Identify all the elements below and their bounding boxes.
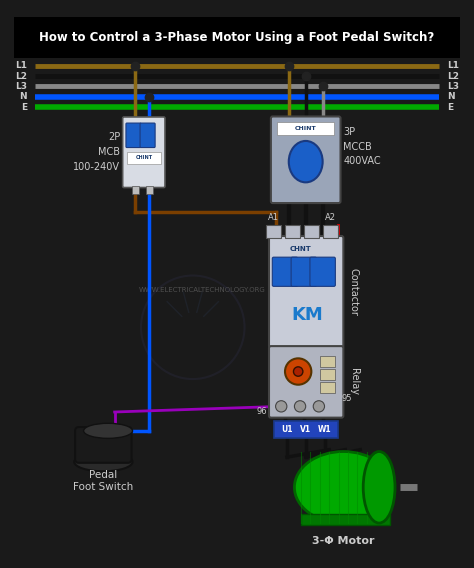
Text: A1: A1 (268, 213, 279, 222)
Bar (266, 225, 281, 238)
Circle shape (275, 400, 287, 412)
Bar (301, 513, 391, 525)
Bar (277, 122, 334, 135)
Bar (304, 225, 319, 238)
Bar (320, 356, 335, 367)
Text: CHINT: CHINT (295, 126, 317, 131)
FancyBboxPatch shape (291, 257, 317, 286)
Circle shape (293, 367, 303, 376)
Text: E: E (21, 103, 27, 111)
Text: U1: U1 (281, 425, 292, 435)
Text: L2: L2 (447, 72, 459, 81)
Bar (14, 16, 460, 58)
Text: Pedal: Pedal (89, 470, 118, 480)
Ellipse shape (363, 452, 395, 523)
Text: N: N (447, 92, 455, 101)
FancyBboxPatch shape (140, 123, 155, 148)
FancyBboxPatch shape (75, 427, 132, 463)
Text: 95: 95 (341, 394, 352, 403)
Text: KM: KM (292, 306, 323, 324)
FancyBboxPatch shape (269, 346, 343, 417)
Ellipse shape (83, 423, 133, 438)
Text: WWW.ELECTRICALTECHNOLOGY.ORG: WWW.ELECTRICALTECHNOLOGY.ORG (139, 287, 265, 293)
Circle shape (294, 400, 306, 412)
Text: Relay: Relay (349, 369, 359, 395)
Text: N: N (19, 92, 27, 101)
Text: CHNT: CHNT (290, 246, 312, 252)
Circle shape (285, 358, 311, 385)
Bar (323, 225, 337, 238)
Text: L2: L2 (15, 72, 27, 81)
Bar (127, 152, 161, 164)
Bar (273, 421, 337, 438)
Text: W1: W1 (318, 425, 331, 435)
Bar (132, 186, 139, 194)
Circle shape (313, 400, 325, 412)
Text: 96: 96 (256, 407, 267, 416)
Text: V1: V1 (300, 425, 311, 435)
FancyBboxPatch shape (271, 116, 340, 203)
Text: How to Control a 3-Phase Motor Using a Foot Pedal Switch?: How to Control a 3-Phase Motor Using a F… (39, 31, 435, 44)
Text: Contactor: Contactor (349, 268, 359, 315)
Bar (285, 225, 300, 238)
FancyBboxPatch shape (126, 123, 141, 148)
Text: 3-Φ Motor: 3-Φ Motor (312, 536, 374, 546)
Text: 2P
MCB
100-240V: 2P MCB 100-240V (73, 132, 120, 172)
FancyBboxPatch shape (272, 257, 298, 286)
Text: E: E (447, 103, 453, 111)
FancyBboxPatch shape (269, 236, 343, 348)
Ellipse shape (289, 141, 323, 182)
Text: L1: L1 (15, 61, 27, 70)
Text: L3: L3 (15, 82, 27, 91)
Text: CHINT: CHINT (135, 156, 152, 160)
Bar (146, 186, 153, 194)
Text: L1: L1 (447, 61, 459, 70)
Bar (320, 382, 335, 393)
FancyBboxPatch shape (310, 257, 335, 286)
Text: L3: L3 (447, 82, 459, 91)
Ellipse shape (294, 452, 392, 523)
FancyBboxPatch shape (123, 117, 165, 187)
Text: A2: A2 (325, 213, 336, 222)
Text: 3P
MCCB
400VAC: 3P MCCB 400VAC (343, 127, 381, 166)
Ellipse shape (74, 453, 133, 471)
Bar (320, 369, 335, 380)
Text: Foot Switch: Foot Switch (73, 482, 134, 492)
